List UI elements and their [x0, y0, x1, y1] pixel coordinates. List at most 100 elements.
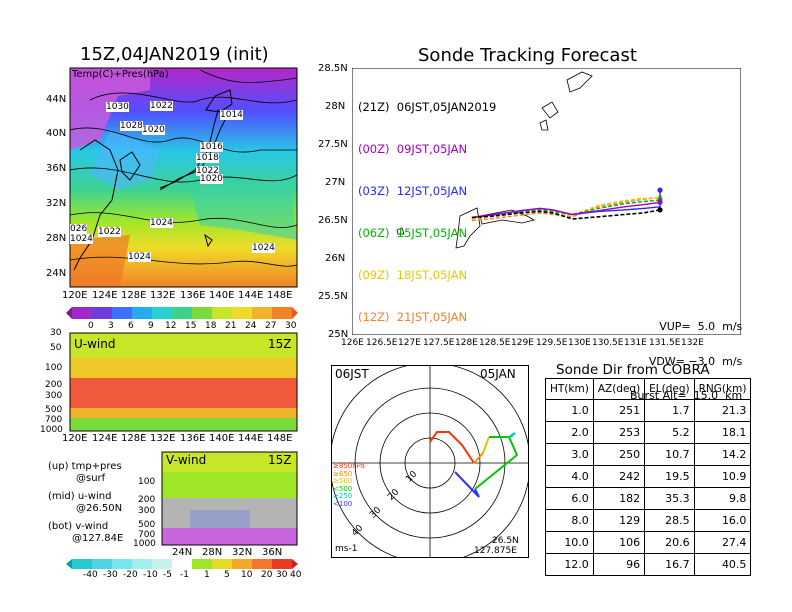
pressure-label: 026 — [70, 224, 88, 234]
pressure-label: 1024 — [150, 218, 173, 228]
vwind-lat-tick: 32N — [232, 547, 253, 558]
cell: 250 — [592, 443, 646, 466]
track-lon-tick: 129E — [511, 338, 534, 348]
uwind-time: 15Z — [268, 337, 292, 351]
cell: 12.0 — [545, 553, 594, 576]
wind-cb-label: 20 — [261, 570, 273, 580]
p-tick: 1000 — [133, 539, 156, 549]
p-tick: 100 — [138, 477, 156, 487]
pressure-label: 1028 — [120, 121, 143, 131]
cell: 10.9 — [693, 465, 752, 488]
track-line-4 — [471, 197, 661, 220]
hodo-legend-entry: <100 — [333, 499, 353, 508]
cell: 4.0 — [545, 465, 594, 488]
track-lon-tick: 126E — [341, 338, 364, 348]
tracking-title: Sonde Tracking Forecast — [418, 45, 637, 66]
uwind-lon-tick: 124E — [92, 433, 118, 444]
tracking-legend: (21Z) 06JST,05JAN2019 (00Z) 09JST,05JAN … — [358, 72, 496, 338]
param-vup: VUP= 5.0 m/s — [659, 320, 743, 333]
lat-tick: 32N — [46, 198, 67, 209]
hodo-seg-250 — [508, 432, 516, 438]
colorbar-label: 24 — [245, 321, 257, 331]
hodo-legend: ≥850hPa ≥650 ≥500 <500 ≥250 <100 — [333, 462, 365, 508]
p-tick: 300 — [138, 506, 156, 516]
vwind-lat-tick: 36N — [262, 547, 283, 558]
p-tick: 1000 — [40, 425, 63, 435]
table-row: 10.0 106 20.6 27.4 — [545, 531, 752, 554]
track-lat-tick: 25N — [328, 329, 349, 340]
hodo-legend-entry: ≥650 — [333, 469, 353, 478]
pressure-label: 1016 — [200, 142, 223, 152]
wind-cb-label: 30 — [276, 570, 288, 580]
wind-cb-label: 40 — [290, 570, 302, 580]
cell: 251 — [592, 399, 646, 422]
track-end-point-2 — [657, 187, 663, 193]
cell: 27.4 — [693, 531, 752, 554]
cell: 96 — [592, 553, 646, 576]
uwind-lon-tick: 128E — [121, 433, 147, 444]
uwind-title: U-wind — [74, 337, 116, 351]
wind-cb-label: -1 — [180, 570, 189, 580]
hodo-seg-lt500 — [474, 436, 519, 490]
p-tick: 200 — [45, 380, 63, 390]
note-line: (up) tmp+pres — [48, 461, 122, 472]
colorbar-label: 3 — [108, 321, 114, 331]
note-line: @127.84E — [72, 533, 124, 544]
table-header-row: HT(km) AZ(deg) EL(deg) RNG(km) — [545, 378, 752, 400]
wind-colorbar — [66, 559, 298, 569]
legend-entry: (06Z) 15JST,05JAN — [358, 226, 468, 240]
uwind-lon-tick: 144E — [238, 433, 264, 444]
lon-tick: 132E — [150, 290, 176, 301]
pressure-label: 1014 — [220, 110, 243, 120]
uwind-lon-tick: 148E — [267, 433, 293, 444]
wind-cb-label: 1 — [204, 570, 210, 580]
wind-cb-label: 10 — [241, 570, 253, 580]
track-lon-tick: 130E — [568, 338, 591, 348]
hodo-legend-entry: <500 — [333, 484, 353, 493]
track-lon-tick: 128E — [455, 338, 478, 348]
sonde-dir-table: HT(km) AZ(deg) EL(deg) RNG(km) 1.0 251 1.7… — [545, 378, 752, 576]
wind-cb-label: -30 — [103, 570, 118, 580]
p-tick: 700 — [138, 530, 156, 540]
track-lat-tick: 27N — [325, 177, 346, 188]
col-header: EL(deg) — [644, 378, 695, 400]
cell: 253 — [592, 421, 646, 444]
pressure-label: 1022 — [150, 101, 173, 111]
hodo-seg-850 — [429, 431, 475, 464]
pressure-label: 1030 — [106, 102, 129, 112]
vwind-panel — [161, 451, 298, 546]
col-header: RNG(km) — [693, 378, 752, 400]
vwind-time: 15Z — [268, 453, 292, 467]
table-row: 12.0 96 16.7 40.5 — [545, 553, 752, 576]
legend-entry: (00Z) 09JST,05JAN — [358, 142, 468, 156]
track-lon-tick: 127E — [398, 338, 421, 348]
p-tick: 200 — [138, 495, 156, 505]
hodo-seg-500 — [482, 436, 490, 454]
cell: 14.2 — [693, 443, 752, 466]
legend-entry: (21Z) 06JST,05JAN2019 — [358, 100, 497, 114]
cell: 2.0 — [545, 421, 594, 444]
cell: 6.0 — [545, 487, 594, 510]
cell: 182 — [592, 487, 646, 510]
cell: 21.3 — [693, 399, 752, 422]
p-tick: 500 — [138, 520, 156, 530]
pressure-label: 1018 — [196, 153, 219, 163]
track-lon-tick: 131E — [624, 338, 647, 348]
cell: 40.5 — [693, 553, 752, 576]
table-row: 1.0 251 1.7 21.3 — [545, 399, 752, 422]
table-row: 8.0 129 28.5 16.0 — [545, 509, 752, 532]
col-header: HT(km) — [545, 378, 594, 400]
colorbar-label: 15 — [185, 321, 197, 331]
pressure-label: 1022 — [98, 227, 121, 237]
lat-tick: 28N — [46, 233, 67, 244]
colorbar-label: 27 — [265, 321, 277, 331]
table-row: 3.0 250 10.7 14.2 — [545, 443, 752, 466]
cell: 106 — [592, 531, 646, 554]
cell: 10.7 — [644, 443, 695, 466]
cell: 28.5 — [644, 509, 695, 532]
legend-entry: (09Z) 18JST,05JAN — [358, 268, 468, 282]
cell: 3.0 — [545, 443, 594, 466]
legend-entry: (03Z) 12JST,05JAN — [358, 184, 468, 198]
hodo-legend-entry: ≥850hPa — [333, 462, 365, 470]
wind-cb-label: -20 — [123, 570, 138, 580]
